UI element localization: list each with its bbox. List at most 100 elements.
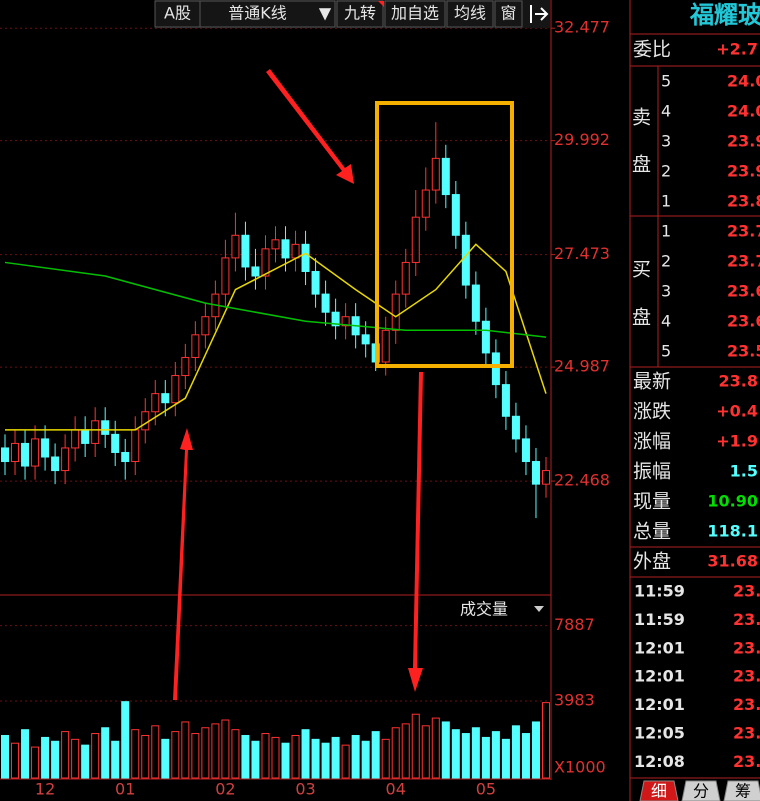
toolbar: A股 普通K线 ▼ 九转 加自选 均线窗 bbox=[154, 0, 550, 28]
price: 23.7 bbox=[727, 222, 760, 241]
volume-bar bbox=[361, 740, 370, 779]
candle-body bbox=[271, 239, 280, 250]
candle-body bbox=[531, 461, 540, 485]
candle-body bbox=[361, 334, 370, 345]
price: 23.9 bbox=[727, 162, 760, 181]
candle-body bbox=[501, 384, 510, 417]
toolbar-button[interactable] bbox=[446, 0, 494, 28]
stat-value: 1.5 bbox=[730, 462, 758, 481]
dropdown-arrow[interactable] bbox=[534, 606, 544, 612]
candle-body bbox=[251, 266, 260, 277]
stat-value: 23.8 bbox=[719, 372, 758, 391]
tick-price: 23. bbox=[733, 752, 760, 771]
candle-body bbox=[411, 216, 420, 263]
volume-bar bbox=[161, 738, 170, 779]
candle-body bbox=[451, 194, 460, 236]
volume-bar bbox=[491, 731, 500, 779]
stat-label: 涨跌 bbox=[633, 401, 671, 423]
candle-body bbox=[171, 375, 180, 404]
tab[interactable] bbox=[639, 780, 679, 801]
volume-bar bbox=[401, 723, 410, 779]
volume-bar bbox=[61, 731, 70, 779]
candle-body bbox=[1, 447, 10, 463]
toolbar-label[interactable]: ▼ bbox=[319, 4, 332, 23]
volume-bar bbox=[211, 723, 220, 779]
x-tick-label: 02 bbox=[215, 780, 235, 799]
candle-body bbox=[341, 316, 350, 327]
volume-bar bbox=[291, 734, 300, 779]
tick-price: 23. bbox=[733, 638, 760, 657]
volume-bar bbox=[251, 740, 260, 779]
volume-bar bbox=[451, 729, 460, 779]
stat-label: 现量 bbox=[633, 491, 671, 513]
candle-body bbox=[431, 157, 440, 191]
candle-body bbox=[461, 234, 470, 286]
toolbar-label[interactable]: 普通K线 bbox=[228, 4, 287, 23]
price: 23.5 bbox=[727, 342, 760, 361]
volume-bar bbox=[301, 729, 310, 779]
tab[interactable] bbox=[681, 780, 721, 801]
toolbar-button[interactable] bbox=[336, 0, 384, 28]
volume-bar bbox=[511, 725, 520, 779]
volume-bar bbox=[421, 725, 430, 779]
candle-body bbox=[11, 442, 20, 463]
moving-average-line bbox=[4, 261, 547, 338]
x-tick-label: 12 bbox=[35, 780, 55, 799]
exit-icon[interactable] bbox=[530, 5, 549, 23]
toolbar-label[interactable]: 窗 bbox=[500, 4, 516, 23]
candle-body bbox=[521, 438, 530, 463]
y-tick-label: 24.987 bbox=[554, 357, 610, 376]
tab-label[interactable]: 筹 bbox=[735, 782, 751, 801]
value: +2.7 bbox=[716, 40, 758, 59]
toolbar-button[interactable] bbox=[494, 0, 523, 28]
volume-bar bbox=[41, 736, 50, 779]
volume-bar bbox=[461, 733, 470, 779]
candle-body bbox=[191, 334, 200, 358]
candle-body bbox=[261, 248, 270, 277]
volume-bar bbox=[151, 725, 160, 779]
volume-bar bbox=[481, 736, 490, 779]
highlight-box bbox=[375, 101, 514, 368]
arrow bbox=[173, 428, 193, 700]
toolbar-label[interactable]: A股 bbox=[164, 4, 191, 23]
stock-name: 福耀玻 bbox=[689, 1, 760, 29]
volume-bar bbox=[1, 734, 10, 779]
toolbar-label[interactable]: 加自选 bbox=[391, 4, 439, 23]
annotation-arrows bbox=[173, 69, 423, 700]
candle-body bbox=[31, 438, 40, 467]
volume-bar bbox=[241, 734, 250, 779]
side-label: 盘 bbox=[632, 307, 651, 329]
toolbar-label[interactable]: 均线 bbox=[454, 4, 486, 23]
stat-label: 涨幅 bbox=[633, 431, 671, 453]
volume-bar bbox=[411, 713, 420, 779]
toolbar-button[interactable] bbox=[199, 0, 336, 28]
stat-label: 外盘 bbox=[633, 551, 671, 573]
toolbar-button[interactable] bbox=[384, 0, 446, 28]
volume-bar bbox=[101, 727, 110, 779]
tick-price: 23. bbox=[733, 610, 760, 629]
stat-value: 118.1 bbox=[707, 522, 758, 541]
candle-body bbox=[401, 261, 410, 295]
price: 23.8 bbox=[727, 192, 760, 211]
price: 23.7 bbox=[727, 252, 760, 271]
quote-panel: 委比+2.7卖盘524.0424.0323.9223.9123.8买盘123.7… bbox=[632, 39, 760, 801]
candle-body bbox=[41, 438, 50, 458]
candle-body bbox=[131, 429, 140, 463]
y-tick-label: 22.468 bbox=[554, 471, 610, 490]
tab[interactable] bbox=[723, 780, 760, 801]
toolbar-label[interactable]: 九转 bbox=[344, 4, 376, 23]
candle-body bbox=[111, 433, 120, 453]
volume-bar bbox=[431, 717, 440, 779]
tab-label[interactable]: 分 bbox=[693, 782, 709, 801]
volume-bar bbox=[171, 731, 180, 779]
stat-value: +1.9 bbox=[716, 432, 758, 451]
volume-bar bbox=[81, 744, 90, 779]
y-tick-label: 29.992 bbox=[554, 130, 610, 149]
volume-bar bbox=[91, 733, 100, 779]
volume-bar bbox=[11, 742, 20, 779]
level: 5 bbox=[661, 72, 671, 91]
tab-label[interactable]: 细 bbox=[651, 782, 667, 801]
volume-bar bbox=[231, 729, 240, 779]
candle-body bbox=[121, 451, 130, 463]
candle-body bbox=[81, 429, 90, 444]
